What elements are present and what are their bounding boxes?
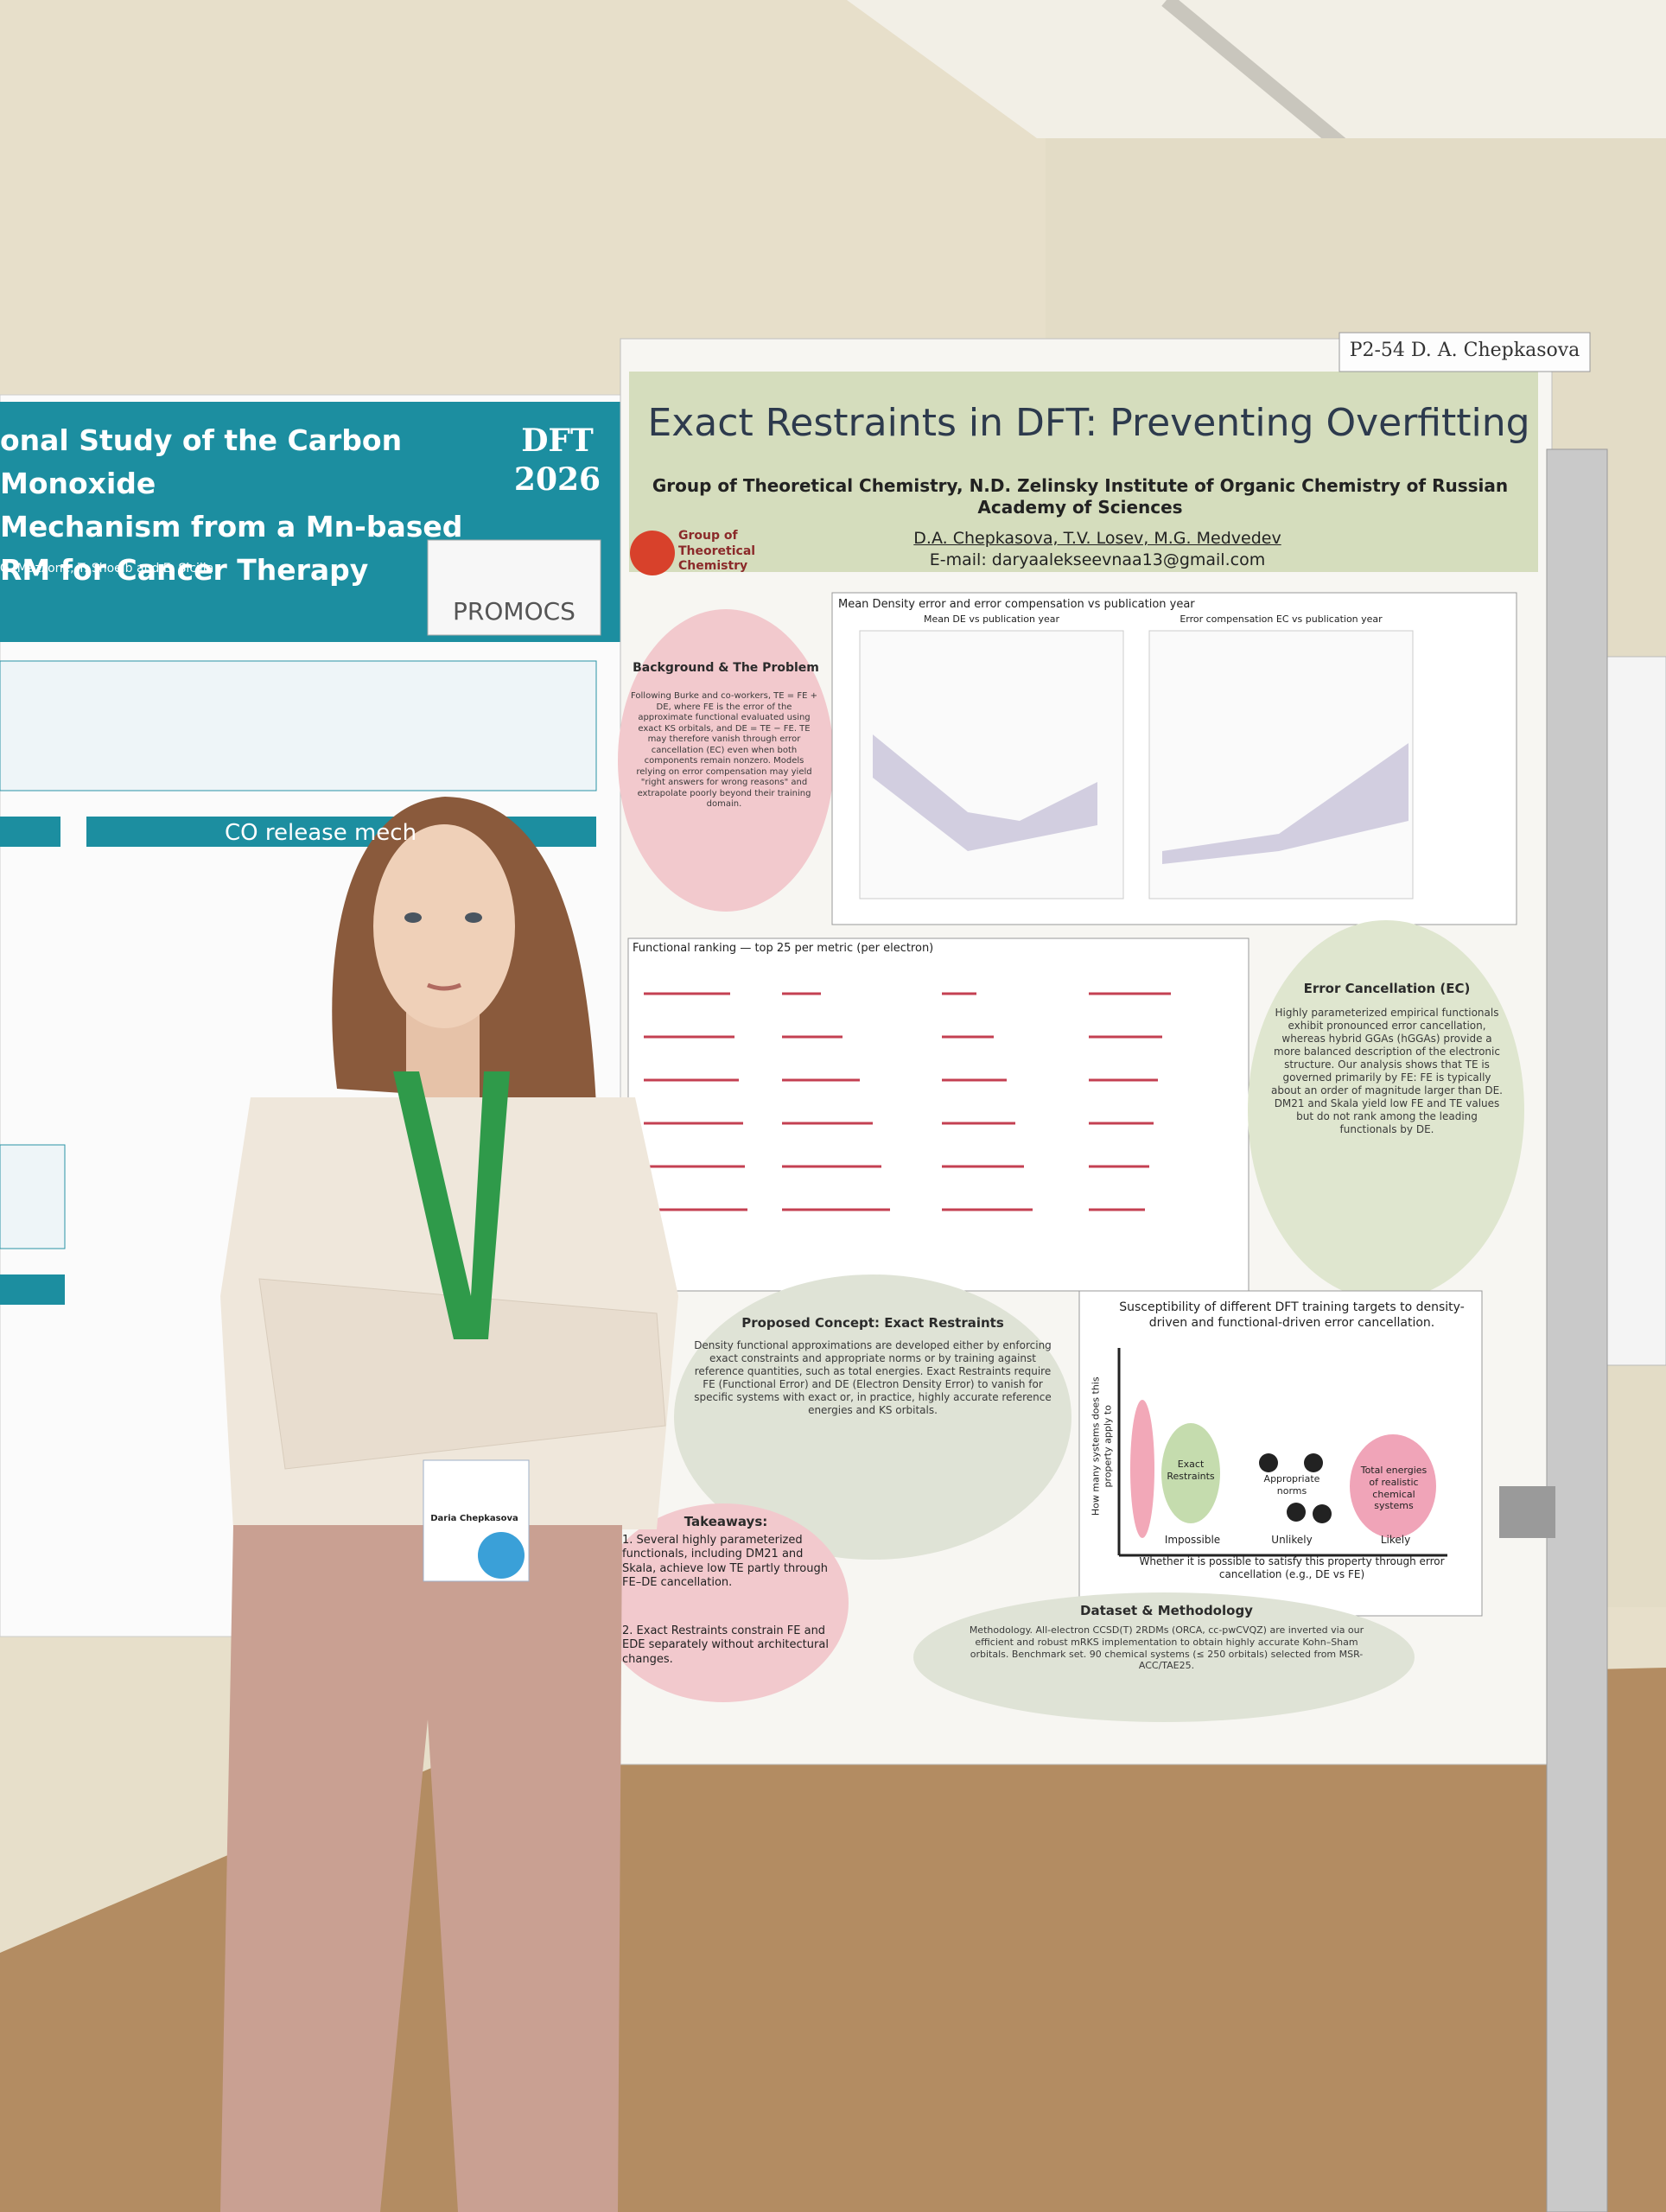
axis-label: How many systems does this property appl… [1090, 1376, 1113, 1516]
section-heading: Error Cancellation (EC) [1303, 981, 1471, 996]
left-poster-authors: G. Mazzone, T. Shoeib and E. Sicilia [0, 562, 214, 575]
authors: D.A. Chepkasova, T.V. Losev, M.G. Medved… [913, 529, 1281, 548]
label-tag-box [1339, 332, 1591, 372]
section-text: Following Burke and co-workers, TE = FE … [631, 691, 817, 809]
takeaway-item: 2. Exact Restraints constrain FE and EDE… [622, 1624, 829, 1666]
left-section-title: CO release mech [225, 820, 417, 846]
poster-title: Exact Restraints in DFT: Preventing Over… [647, 401, 1530, 445]
badge-logo [478, 1532, 525, 1579]
dot [1287, 1503, 1306, 1522]
shape-label: Exact Restraints [1167, 1459, 1215, 1482]
crossed-arms [258, 1278, 666, 1470]
plot-title: Error compensation EC vs publication yea… [1180, 613, 1383, 625]
section-heading: Background & The Problem [633, 661, 819, 675]
shape [1161, 1423, 1220, 1523]
abstract-box [0, 660, 597, 791]
chart-title: Mean Density error and error compensatio… [838, 598, 1195, 611]
trousers [220, 1525, 622, 2212]
lanyard [393, 1071, 510, 1339]
affiliation: Group of Theoretical Chemistry, N.D. Zel… [652, 475, 1509, 518]
mouth [427, 982, 461, 991]
label-tag: P2-54 D. A. Chepkasova [1349, 340, 1580, 361]
dataset-blob [913, 1592, 1415, 1722]
title-line: onal Study of the Carbon Monoxide [0, 423, 403, 500]
shape-label: Appropriate norms [1263, 1473, 1320, 1497]
section-bar [0, 817, 60, 847]
ci-band [1162, 743, 1408, 864]
shape [1130, 1400, 1154, 1538]
partner-logo: PROMOCS [453, 597, 575, 626]
title-line: RM for Cancer Therapy [0, 553, 369, 587]
takeaway-item: 1. Several highly parameterized function… [622, 1534, 828, 1589]
section-bar [0, 1274, 65, 1305]
badge-name: Daria Chepkasova [430, 1514, 518, 1523]
partner-logo-box [427, 539, 601, 636]
eye [404, 912, 422, 923]
section-text: Density functional approximations are de… [694, 1339, 1052, 1416]
ranking-bars [644, 992, 1171, 1211]
shape-label: Total energies of realistic chemical sys… [1360, 1465, 1428, 1512]
dot [1259, 1453, 1278, 1472]
x-level: Impossible [1164, 1534, 1221, 1546]
dft-logo: DFT 2026 [513, 423, 601, 498]
error-cancellation-blob [1248, 920, 1524, 1300]
poster-header [629, 372, 1538, 572]
next-poster [1606, 656, 1666, 1366]
susceptibility-title: Susceptibility of different DFT training… [1119, 1300, 1465, 1330]
poster-stand [1546, 448, 1608, 2212]
concept-blob [674, 1274, 1071, 1560]
shape [1350, 1434, 1436, 1538]
group-logo [630, 531, 675, 575]
ranking-panel [627, 938, 1250, 1292]
section-text: Highly parameterized empirical functiona… [1270, 1007, 1503, 1135]
stand-clamp [1499, 1486, 1555, 1538]
axis-label: Whether it is possible to satisfy this p… [1139, 1555, 1445, 1580]
email: E-mail: daryaalekseevnaa13@gmail.com [929, 550, 1266, 569]
left-poster-title: onal Study of the Carbon Monoxide Mechan… [0, 419, 510, 592]
section-heading: Proposed Concept: Exact Restraints [741, 1315, 1004, 1331]
eye [465, 912, 482, 923]
section-text: Methodology. All-electron CCSD(T) 2RDMs … [969, 1624, 1364, 1672]
section-heading: Dataset & Methodology [1080, 1603, 1253, 1618]
ranking-title: Functional ranking — top 25 per metric (… [633, 942, 934, 955]
x-level: Likely [1380, 1534, 1411, 1546]
plot-title: Mean DE vs publication year [923, 613, 1060, 625]
takeaways-blob [598, 1503, 849, 1702]
ci-band [873, 734, 1097, 851]
x-level: Unlikely [1271, 1534, 1313, 1546]
dot [1313, 1504, 1332, 1523]
group-logo-text: Group of Theoretical Chemistry [678, 529, 756, 573]
section-heading: Takeaways: [684, 1514, 768, 1529]
face [373, 824, 515, 1028]
background-blob [618, 609, 834, 912]
section-box [0, 1144, 66, 1249]
title-line: Mechanism from a Mn-based [0, 510, 463, 543]
dot [1304, 1453, 1323, 1472]
